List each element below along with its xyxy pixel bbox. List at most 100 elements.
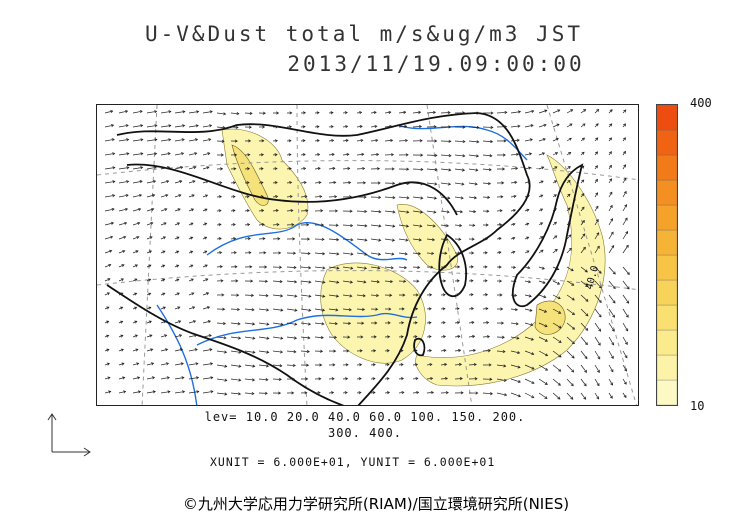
wind-vector [174,377,184,380]
wind-vector-head [405,153,409,157]
wind-vector [496,392,507,396]
wind-vector-head [459,223,463,228]
wind-vector-head [293,336,298,340]
wind-vector-head [416,390,420,395]
wind-vector-head [289,194,293,199]
wind-vector [566,364,574,373]
wind-vector [356,139,363,142]
wind-vector-head [596,109,600,112]
wind-vector [622,137,626,142]
wind-vector [594,350,601,360]
wind-vector-head [568,152,572,155]
wind-vector-head [567,220,571,224]
wind-vector-head [568,247,572,251]
wind-vector [328,322,338,325]
wind-vector [594,137,599,142]
wind-vector [146,334,153,338]
wind-vector-head [280,322,284,326]
wind-vector-head [406,181,410,186]
wind-vector [594,165,598,170]
wind-vector [440,238,448,240]
wind-vector-head [321,308,326,312]
wind-vector-head [265,294,269,298]
wind-vector [524,124,534,128]
wind-vector [356,125,363,128]
wind-vector [622,280,630,290]
wind-vector-head [498,265,502,269]
wind-vector [510,181,517,184]
wind-vector-head [498,237,502,241]
wind-vector [342,392,348,394]
wind-vector-head [545,367,549,371]
wind-vector-head [429,279,433,283]
wind-vector-head [499,209,503,213]
wind-vector-head [391,252,395,256]
wind-vector [244,350,255,353]
wind-vector [594,246,600,254]
wind-vector-head [349,209,353,213]
wind-vector-head [462,154,466,158]
wind-vector [146,153,157,156]
wind-vector-head [238,364,242,368]
wind-vector-head [568,137,572,141]
wind-vector-head [207,320,212,324]
wind-vector-head [219,265,223,269]
wind-vector-head [378,195,382,199]
wind-vector-head [210,376,214,380]
wind-vector [146,391,156,394]
wind-vector [412,168,423,170]
wind-vector [524,364,535,370]
wind-vector [146,166,157,170]
wind-vector-head [196,110,200,114]
wind-vector [104,167,115,170]
wind-vector [538,249,544,254]
wind-vector-head [457,334,461,339]
wind-vector-head [460,391,464,395]
wind-vector-head [556,267,560,271]
wind-vector-head [484,265,488,269]
wind-vector [342,167,350,170]
wind-vector-head [433,196,438,200]
wind-vector [538,138,546,142]
wind-vector [426,363,432,366]
wind-vector-head [204,264,208,268]
wind-vector [104,138,115,142]
wind-vector [104,349,110,352]
wind-vector [104,181,115,184]
wind-vector-head [307,237,311,241]
wind-vector [622,350,628,358]
wind-vector-head [415,293,419,297]
wind-vector [468,321,474,324]
wind-vector-head [390,266,394,270]
wind-vector-head [626,286,630,290]
colorbar-swatch [656,229,678,256]
wind-vector-head [166,166,171,170]
wind-vector-head [176,292,180,296]
wind-vector [538,124,547,128]
wind-vector [230,364,241,367]
wind-vector-head [626,300,630,304]
wind-vector-head [280,336,284,340]
wind-vector [510,364,521,368]
wind-vector-head [473,196,478,200]
wind-vector [608,308,615,318]
wind-vector-head [486,209,490,213]
wind-vector-head [609,178,612,182]
wind-vector-head [447,196,451,200]
wind-vector-head [247,223,251,227]
wind-vector [300,322,311,325]
wind-vector [594,294,602,303]
wind-vector [314,252,325,255]
wind-vector-head [126,180,130,184]
wind-vector-head [623,150,626,154]
wind-vector-head [265,378,269,382]
wind-vector [160,236,166,240]
chart-title: U-V&Dust total m/s&ug/m3 JST [144,22,583,46]
wind-vector-head [406,210,410,214]
wind-vector-head [120,306,124,310]
wind-vector [524,181,530,184]
wind-vector [188,208,194,212]
wind-vector-head [623,137,626,141]
wind-vector [608,178,612,184]
wind-vector-head [364,238,368,242]
